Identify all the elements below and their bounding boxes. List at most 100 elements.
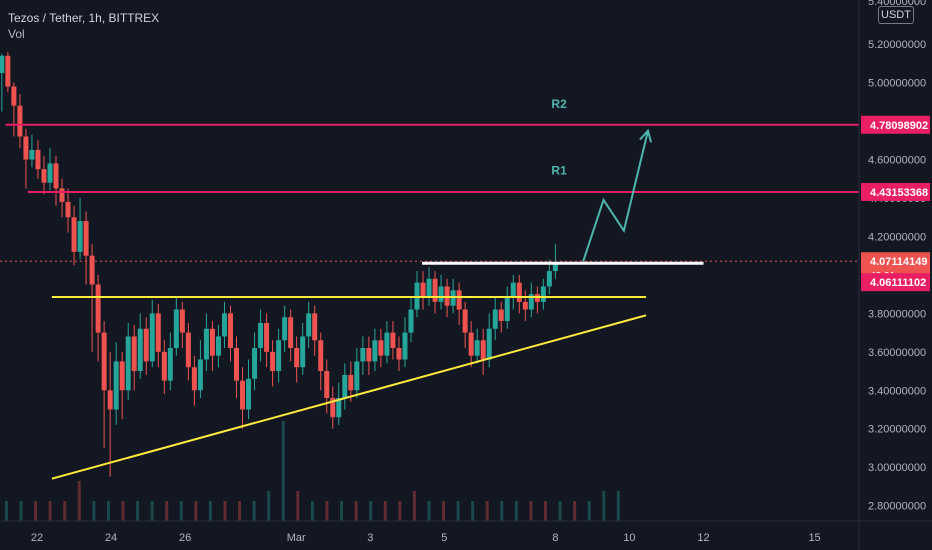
volume-bar — [150, 501, 154, 521]
drawing-tools[interactable] — [0, 123, 859, 480]
candle-body — [83, 221, 89, 256]
candle-body — [197, 359, 203, 391]
ascending-trendline[interactable] — [51, 314, 647, 480]
volume-bar — [340, 501, 344, 521]
candle-body — [420, 282, 426, 298]
resistance-price-value: 4.78098902 — [870, 120, 928, 132]
candle-body — [492, 309, 498, 329]
volume-bar — [223, 501, 227, 521]
price-tick-label: 5.40000000 — [868, 0, 926, 8]
level-label-r2: R2 — [551, 97, 567, 111]
candle-body — [480, 340, 486, 360]
time-tick-label: 24 — [105, 532, 117, 544]
volume-bar — [514, 501, 518, 521]
volume-bar — [121, 501, 125, 521]
time-tick-label: 3 — [367, 532, 373, 544]
candle-body — [41, 169, 47, 183]
time-tick-label: 22 — [31, 532, 43, 544]
candle-body — [354, 361, 360, 391]
candle-body — [137, 328, 143, 372]
volume-bar — [427, 501, 431, 521]
candle-body — [203, 328, 209, 360]
price-tick-label: 3.40000000 — [868, 385, 926, 397]
price-tick-label: 4.20000000 — [868, 231, 926, 243]
candle-body — [432, 278, 438, 302]
candle-body — [552, 263, 558, 272]
candle-body — [53, 163, 59, 189]
symbol-title: Tezos / Tether, 1h, BITTREX — [8, 11, 160, 25]
volume-bar — [267, 491, 271, 521]
candle-body — [306, 313, 312, 337]
volume-bar — [63, 501, 67, 521]
volume-bar — [238, 501, 242, 521]
candle-body — [143, 328, 149, 362]
level-label-r1: R1 — [551, 164, 567, 178]
candle-body — [384, 332, 390, 356]
volume-bar — [616, 491, 620, 521]
volume-bar — [558, 501, 562, 521]
candle-body — [167, 347, 173, 381]
price-axis[interactable]: 5.20000000 5.00000000 4.60000000 4.20000000… — [858, 0, 926, 550]
candle-body — [498, 309, 504, 322]
volume-bar — [442, 501, 446, 521]
volume-bar — [92, 501, 96, 521]
candle-body — [324, 371, 330, 398]
volume-bar — [252, 501, 256, 521]
candle-body — [47, 163, 53, 183]
currency-button[interactable]: USDT — [878, 6, 914, 24]
candle-body — [282, 317, 288, 341]
candle-body — [270, 351, 276, 372]
candle-body — [227, 313, 233, 348]
candle-body — [113, 361, 119, 410]
candle-body — [360, 347, 366, 362]
time-axis[interactable]: 22 24 26 Mar 3 5 8 10 12 15 — [0, 520, 932, 544]
volume-bar — [602, 491, 606, 521]
candle-body — [402, 332, 408, 360]
candle-body — [510, 282, 516, 298]
volume-bar — [325, 501, 329, 521]
time-tick-label: 15 — [808, 532, 820, 544]
candle-body — [95, 284, 101, 333]
price-tick-label: 3.60000000 — [868, 347, 926, 359]
candle-body — [516, 282, 522, 302]
candle-body — [65, 201, 71, 218]
candle-body — [0, 55, 5, 74]
volume-bar — [500, 501, 504, 521]
volume-bar — [543, 501, 547, 521]
projection-arrow-head — [639, 128, 653, 143]
time-tick-label: 26 — [179, 532, 191, 544]
time-tick-label: 12 — [697, 532, 709, 544]
price-tags: 4.780989024.431533684.0711414940:014.061… — [861, 115, 930, 292]
candle-body — [161, 351, 167, 381]
volume-bar — [310, 501, 314, 521]
candle-body — [456, 290, 462, 310]
price-tick-label: 5.20000000 — [868, 39, 926, 51]
resistance-price-value: 4.43153368 — [870, 187, 928, 199]
candle-body — [23, 136, 29, 160]
candle-body — [234, 347, 240, 381]
resistance-price-tag — [861, 182, 930, 201]
candle-body — [390, 332, 396, 348]
volume-bar — [194, 501, 198, 521]
candle-body — [546, 271, 552, 287]
candle-body — [17, 105, 23, 137]
resistance-price-value: 4.06111102 — [870, 277, 926, 289]
candle-body — [101, 332, 107, 391]
candle-body — [312, 313, 318, 341]
volume-bar — [281, 421, 285, 521]
candle-body — [252, 347, 258, 379]
volume-bar — [471, 501, 475, 521]
volume-bar — [106, 501, 110, 521]
projection-arrow-path[interactable] — [582, 130, 649, 262]
candle-body — [119, 361, 125, 391]
volume-bar — [398, 501, 402, 521]
volume-bar — [179, 501, 183, 521]
volume-bar — [136, 501, 140, 521]
candle-body — [438, 286, 444, 302]
candle-body — [131, 336, 137, 372]
time-tick-label: 5 — [441, 532, 447, 544]
candle-body — [11, 86, 17, 106]
candle-body — [179, 309, 185, 333]
volume-bar — [34, 501, 38, 521]
